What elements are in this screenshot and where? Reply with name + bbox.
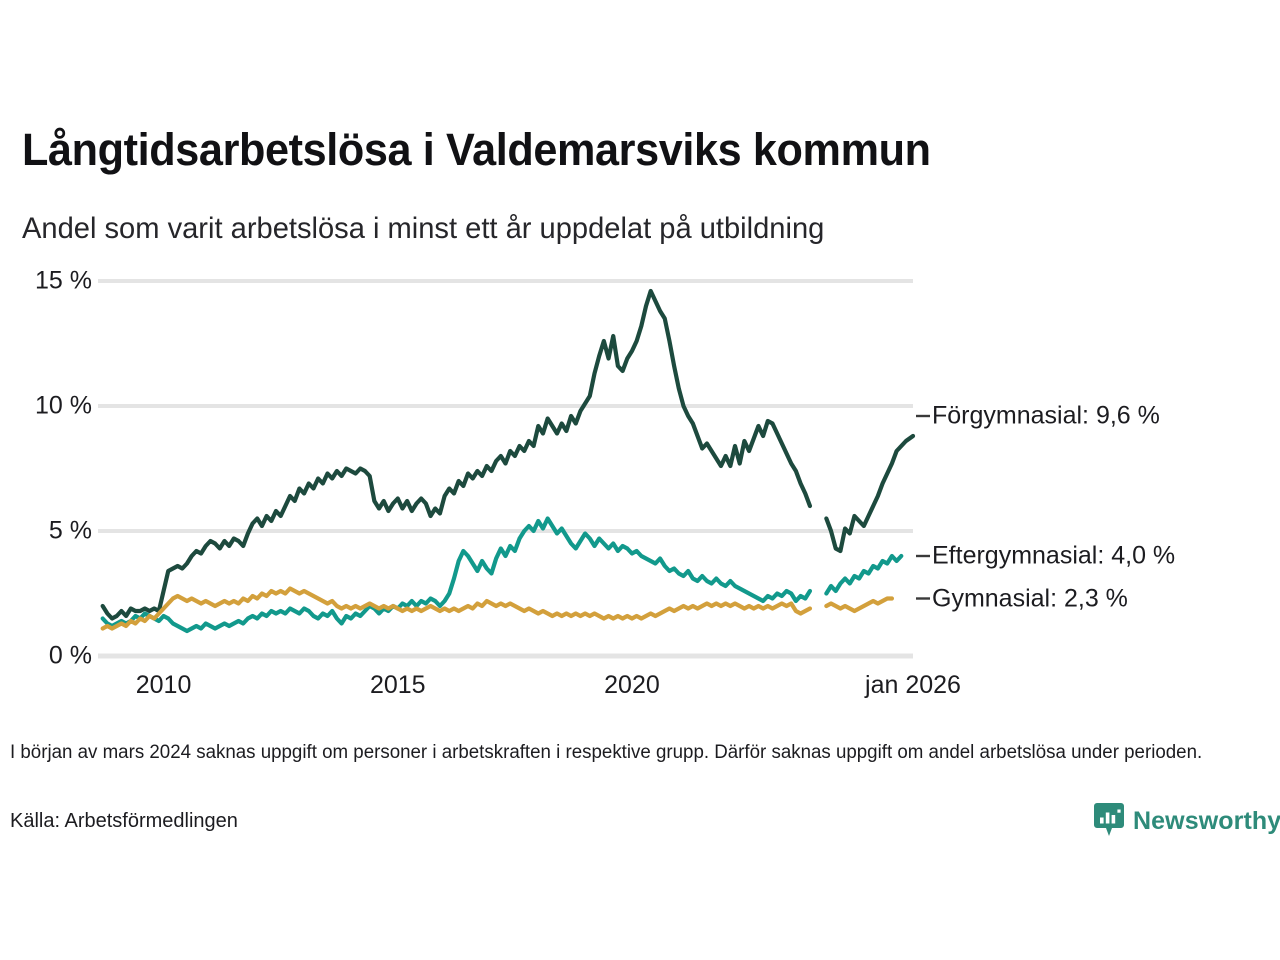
x-axis-tick-label: 2010 — [135, 671, 192, 699]
bar-chart-speech-bubble-icon — [1094, 803, 1124, 836]
chart-subtitle: Andel som varit arbetslösa i minst ett å… — [22, 212, 825, 245]
series-line-förgymnasial — [824, 433, 916, 554]
chart-note: I början av mars 2024 saknas uppgift om … — [10, 742, 1203, 763]
y-axis-tick-label: 5 % — [48, 516, 92, 545]
x-axis-tick-label: 2020 — [604, 671, 660, 699]
y-axis-tick-label: 10 % — [35, 391, 92, 420]
source-label: Källa: Arbetsförmedlingen — [10, 810, 238, 832]
y-axis-tick-label: 15 % — [35, 266, 92, 295]
series-line-förgymnasial — [100, 288, 813, 621]
series-label-förgymnasial: Förgymnasial: 9,6 % — [932, 401, 1160, 430]
series-line-eftergymnasial — [100, 516, 813, 634]
y-axis: 0 % 5 % 10 % 15 % — [0, 0, 92, 960]
page-title: Långtidsarbetslösa i Valdemarsviks kommu… — [22, 124, 931, 175]
x-axis-tick-label: 2015 — [369, 671, 426, 699]
x-axis-tick-label: jan 2026 — [865, 671, 961, 699]
series-label-eftergymnasial: Eftergymnasial: 4,0 % — [932, 541, 1176, 570]
logo-wordmark: Newsworthy — [1133, 806, 1280, 835]
y-axis-tick-label: 0 % — [48, 641, 92, 670]
newsworthy-logo[interactable]: Newsworthy — [1094, 803, 1280, 839]
gridlines — [98, 279, 913, 659]
series-line-gymnasial — [824, 596, 895, 614]
series-label-gymnasial: Gymnasial: 2,3 % — [932, 584, 1128, 612]
series-lines — [100, 288, 916, 634]
series-line-gymnasial — [100, 586, 813, 631]
series-line-eftergymnasial — [824, 553, 904, 596]
series-end-dashes — [916, 414, 930, 600]
